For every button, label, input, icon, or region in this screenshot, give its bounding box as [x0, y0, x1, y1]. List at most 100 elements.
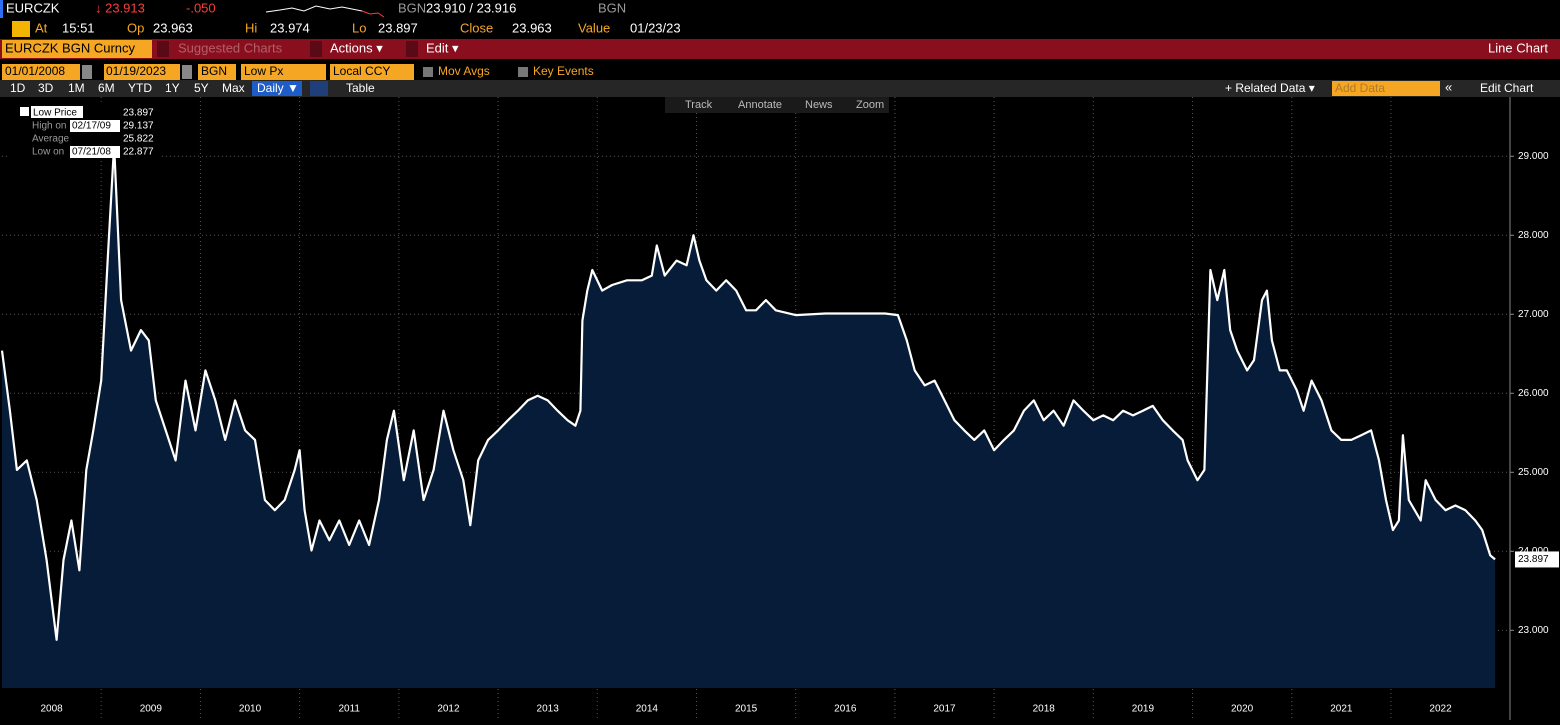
quote-value: 01/23/23	[630, 20, 681, 35]
chart-tools	[665, 97, 889, 113]
quote-value: 23.897	[378, 20, 418, 35]
y-tick-label: 29.000	[1518, 151, 1549, 162]
stat-date-bg	[70, 146, 120, 158]
stat-date-bg	[70, 133, 120, 145]
end-date: 01/19/2023	[106, 64, 166, 78]
y-tick-label: 27.000	[1518, 309, 1549, 320]
x-tick-label: 2021	[1330, 704, 1353, 715]
stat-label: Low on	[32, 147, 64, 158]
field: Low Px	[244, 64, 283, 78]
y-tick-label: 25.000	[1518, 467, 1549, 478]
key-events[interactable]: Key Events	[533, 64, 594, 78]
x-tick-label: 2014	[636, 704, 659, 715]
mov-avgs[interactable]: Mov Avgs	[438, 64, 490, 78]
checkbox[interactable]	[423, 67, 433, 77]
calendar-icon[interactable]	[82, 65, 92, 79]
period-button[interactable]: YTD	[128, 81, 152, 95]
add-data: Add Data	[1335, 81, 1385, 95]
chart-tool[interactable]: Zoom	[856, 99, 884, 111]
x-tick-label: 2018	[1033, 704, 1056, 715]
stat-value: 22.877	[123, 147, 154, 158]
add-data-field[interactable]	[1332, 81, 1440, 96]
change: -.050	[186, 0, 216, 15]
period-button[interactable]: 5Y	[194, 81, 209, 95]
edit-chart[interactable]: Edit Chart	[1480, 81, 1534, 95]
chart-tool[interactable]: News	[805, 99, 833, 111]
suggested-charts[interactable]: Suggested Charts	[178, 40, 283, 55]
period-button[interactable]: 6M	[98, 81, 115, 95]
quote-value: 23.974	[270, 20, 310, 35]
y-tick-label: 23.000	[1518, 625, 1549, 636]
x-tick-label: 2009	[140, 704, 163, 715]
legend-label-bg	[31, 106, 83, 118]
x-tick-label: 2020	[1231, 704, 1254, 715]
menu-icon	[406, 41, 418, 57]
currency: Local CCY	[333, 64, 390, 78]
frequency-button[interactable]	[252, 81, 302, 96]
calendar-icon[interactable]	[182, 65, 192, 79]
x-tick-label: 2017	[933, 704, 956, 715]
collapse[interactable]: «	[1445, 79, 1452, 94]
x-tick-label: 2012	[437, 704, 460, 715]
quote-ccy: BGN	[398, 0, 426, 15]
x-tick-label: 2019	[1132, 704, 1155, 715]
start-date: 01/01/2008	[5, 64, 65, 78]
quote-label: Value	[578, 20, 610, 35]
menu-icon	[157, 41, 169, 57]
x-tick-label: 2013	[537, 704, 560, 715]
sparkline	[265, 5, 363, 13]
x-tick-label: 2011	[338, 704, 360, 715]
x-tick-label: 2016	[834, 704, 857, 715]
chart-tool[interactable]: Annotate	[738, 99, 782, 111]
stat-date: 07/21/08	[72, 147, 111, 158]
field-field[interactable]	[241, 64, 326, 80]
table-button[interactable]: Table	[346, 81, 375, 95]
sparkline-tail	[361, 10, 385, 18]
edit-menu[interactable]: Edit ▾	[426, 40, 459, 55]
x-tick-label: 2015	[735, 704, 758, 715]
quote-label: At	[35, 20, 48, 35]
period-button[interactable]: Max	[222, 81, 245, 95]
y-tick-label: 28.000	[1518, 230, 1549, 241]
security-box[interactable]	[2, 40, 152, 58]
start-date-field[interactable]	[2, 64, 80, 80]
end-date-field[interactable]	[104, 64, 180, 80]
actions-menu[interactable]: Actions ▾	[330, 40, 383, 55]
x-tick-label: 2022	[1429, 704, 1452, 715]
line	[0, 144, 1496, 641]
source-field[interactable]	[198, 64, 236, 80]
period-button[interactable]: 1M	[68, 81, 85, 95]
quote-value: 15:51	[62, 20, 95, 35]
area	[2, 145, 1496, 688]
chart-style-icon[interactable]	[310, 81, 328, 96]
period-button[interactable]: 1D	[10, 81, 26, 95]
last-price: ↓ 23.913	[95, 0, 145, 15]
stat-label: Average	[32, 134, 70, 145]
period-button[interactable]: 1Y	[165, 81, 180, 95]
checkbox[interactable]	[518, 67, 528, 77]
quote-label: Hi	[245, 20, 257, 35]
last-value-box	[1515, 551, 1559, 568]
legend-value: 23.897	[123, 108, 154, 119]
quote-label: Op	[127, 20, 144, 35]
ticker: EURCZK	[6, 0, 60, 15]
chart-kind: Line Chart	[1488, 40, 1548, 55]
stat-date-bg	[70, 120, 120, 132]
period-button[interactable]: 3D	[38, 81, 54, 95]
source: BGN	[201, 64, 227, 78]
stat-value: 29.137	[123, 121, 154, 132]
chart-tool[interactable]: Track	[685, 99, 713, 111]
ticker-marker	[0, 0, 3, 18]
frequency: Daily ▼	[257, 81, 299, 95]
legend-swatch	[20, 107, 29, 116]
x-tick-label: 2010	[239, 704, 262, 715]
quote-label: Lo	[352, 20, 366, 35]
toolbar	[0, 80, 1560, 97]
alert-icon[interactable]	[12, 21, 30, 37]
related-data[interactable]: + Related Data ▾	[1225, 81, 1315, 95]
menu-bar	[0, 39, 1560, 59]
legend-name: Low Price	[33, 108, 77, 119]
y-tick-label: 26.000	[1518, 388, 1549, 399]
menu-icon	[310, 41, 322, 57]
currency-field[interactable]	[330, 64, 414, 80]
